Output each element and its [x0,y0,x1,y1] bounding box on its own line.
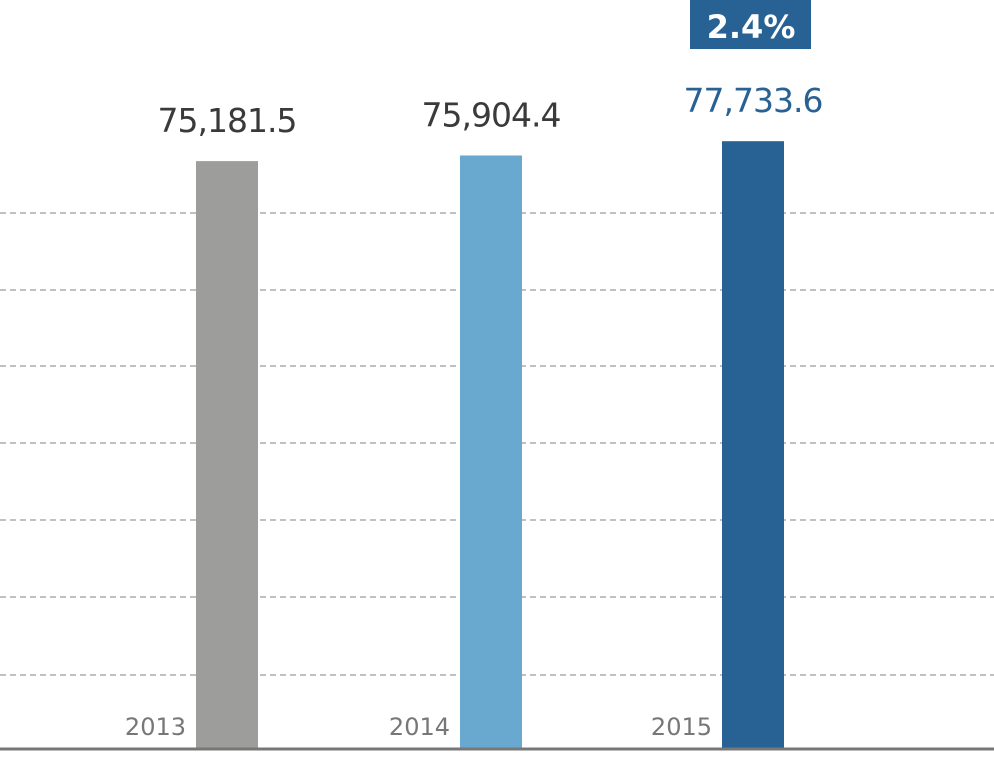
value-label-2014: 75,904.4 [422,95,561,134]
bar-2015 [722,141,784,748]
value-labels: 75,181.5 75,904.4 77,733.6 [158,81,824,140]
x-tick-label-2014: 2014 [389,713,450,741]
growth-badge-label: 2.4% [707,8,796,46]
gridlines [0,212,994,676]
x-tick-labels: 2013 2014 2015 [125,713,712,741]
growth-badge: 2.4% [690,0,811,49]
bars [196,141,784,749]
bar-2014 [460,155,522,748]
value-label-2015: 77,733.6 [684,81,823,120]
x-tick-label-2013: 2013 [125,713,186,741]
bar-2013 [196,161,258,749]
value-label-2013: 75,181.5 [158,101,297,140]
growth-badge-box [690,0,811,49]
x-tick-label-2015: 2015 [651,713,712,741]
